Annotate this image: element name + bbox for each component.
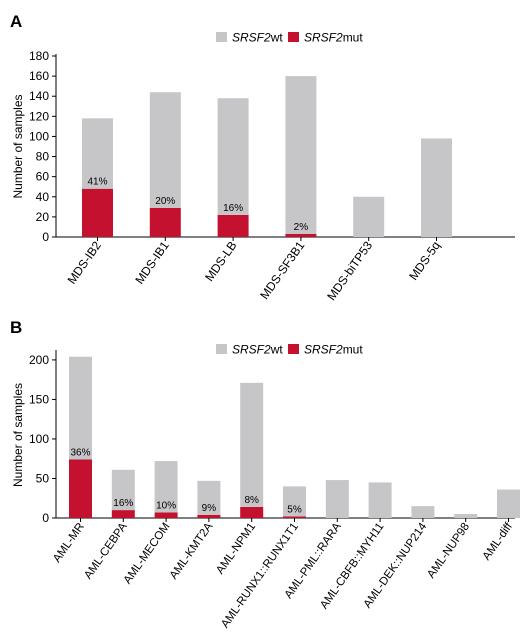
bar-wt-mds-ib2 <box>82 118 113 189</box>
y-tick-label: 180 <box>29 49 49 63</box>
x-category-label: AML-RUNX1::RUNX1T1 <box>219 521 301 630</box>
x-category-label: AML-CEBPA <box>82 521 130 582</box>
x-category-label: AML-NUP98 <box>425 521 472 581</box>
percent-label: 10% <box>156 500 176 511</box>
bar-wt-mds-lb <box>217 98 249 215</box>
x-category-label: AML-KMT2A <box>168 521 216 582</box>
bar-wt-aml-nup98 <box>454 514 478 518</box>
x-category-label: MDS-5q <box>406 239 443 283</box>
y-tick-label: 150 <box>29 392 49 406</box>
legend-swatch-mut <box>288 32 299 42</box>
bar-wt-aml-cebpa <box>111 469 135 511</box>
bar-wt-mds-sf3b1 <box>285 76 317 234</box>
y-tick-label: 100 <box>29 432 49 446</box>
y-axis-title: Number of samples <box>11 94 25 198</box>
x-category-label: MDS-SF3B1 <box>257 238 307 301</box>
x-category-label: MDS-LB <box>202 239 239 284</box>
bar-wt-mds-bitp53 <box>353 196 385 237</box>
legend-label-wt: SRSF2wt <box>232 31 283 45</box>
x-category-label: AML-diff <box>481 520 516 562</box>
y-tick-label: 40 <box>36 190 50 204</box>
bar-wt-aml-kmt2a <box>197 480 221 515</box>
x-category-label: AML-MR <box>51 521 87 565</box>
chart-panel-a: A SRSF2wt SRSF2mut Number of samples 0 20 40 60… <box>10 12 515 303</box>
bar-wt-aml-diff <box>497 489 520 518</box>
x-category-label: AML-NPM1 <box>214 521 258 577</box>
bar-mut-aml-runx1-runx1t1 <box>283 516 306 518</box>
legend-label-wt: SRSF2wt <box>232 343 283 357</box>
percent-label: 16% <box>223 203 243 214</box>
panel-label: A <box>10 12 22 31</box>
percent-label: 9% <box>202 503 217 514</box>
bar-wt-mds-5q <box>421 138 452 237</box>
bar-mut-aml-kmt2a <box>197 514 221 518</box>
bar-wt-aml-dek-nup214 <box>411 506 435 518</box>
bar-mut-mds-sf3b1 <box>285 233 317 237</box>
x-category-label: AML-MECOM <box>122 521 173 587</box>
legend-swatch-wt <box>216 32 227 42</box>
panel-label: B <box>10 318 22 337</box>
y-tick-label: 50 <box>36 471 50 485</box>
y-tick-label: 140 <box>29 89 49 103</box>
percent-label: 41% <box>87 177 107 188</box>
legend-swatch-mut <box>288 344 299 354</box>
bar-mut-mds-lb <box>217 214 249 237</box>
percent-label: 8% <box>244 495 259 506</box>
x-category-label: MDS-biTP53 <box>324 238 375 303</box>
x-category-label: MDS-IB2 <box>65 238 105 286</box>
chart-panel-b: B SRSF2wt SRSF2mut Number of samples 0 50 100 1… <box>10 318 520 630</box>
percent-label: 36% <box>70 448 90 459</box>
bar-wt-aml-npm1 <box>240 382 264 507</box>
legend-swatch-wt <box>216 344 227 354</box>
y-tick-label: 200 <box>29 353 49 367</box>
bar-wt-aml-mr <box>69 356 92 460</box>
percent-label: 20% <box>155 196 175 207</box>
y-tick-label: 80 <box>36 150 50 164</box>
x-category-label: MDS-IB1 <box>132 238 172 286</box>
percent-label: 16% <box>113 498 133 509</box>
y-tick-label: 0 <box>42 230 49 244</box>
legend-label-mut: SRSF2mut <box>304 343 363 357</box>
y-tick-label: 60 <box>36 170 50 184</box>
bar-mut-aml-npm1 <box>240 506 264 518</box>
bar-wt-aml-cbfb-myh11 <box>368 482 392 518</box>
bar-wt-mds-ib1 <box>149 92 181 208</box>
y-axis-title: Number of samples <box>11 383 25 487</box>
y-tick-label: 160 <box>29 69 49 83</box>
y-tick-label: 100 <box>29 129 49 143</box>
legend-label-mut: SRSF2mut <box>304 31 363 45</box>
y-tick-label: 0 <box>42 511 49 525</box>
bar-mut-aml-mr <box>69 459 92 518</box>
y-tick-label: 120 <box>29 109 49 123</box>
bar-wt-aml-pml-rara <box>325 480 349 518</box>
y-tick-label: 20 <box>36 210 50 224</box>
bar-wt-aml-runx1-runx1t1 <box>283 486 306 517</box>
bar-mut-aml-cebpa <box>111 510 135 518</box>
percent-label: 2% <box>294 222 309 233</box>
percent-label: 5% <box>287 504 302 515</box>
bar-mut-aml-mecom <box>154 512 178 518</box>
bar-wt-aml-mecom <box>154 461 178 513</box>
bar-mut-mds-ib1 <box>149 207 181 237</box>
bar-mut-mds-ib2 <box>82 188 113 237</box>
